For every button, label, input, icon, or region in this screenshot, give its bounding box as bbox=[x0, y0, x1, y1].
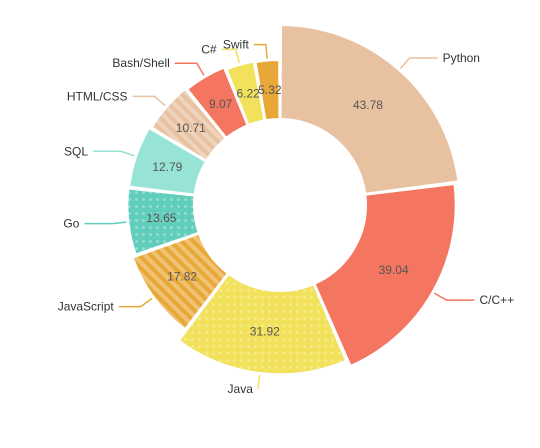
slices-layer bbox=[126, 23, 460, 376]
value-label-swift: 5.32 bbox=[258, 83, 282, 97]
leader-line-javascript bbox=[118, 297, 153, 308]
labels-layer: 43.78 Python 39.04 C/C++ 31.92 Java 17.82 JavaS… bbox=[58, 38, 514, 396]
leader-line-bash-shell bbox=[174, 62, 205, 76]
leader-line-swift bbox=[253, 43, 268, 59]
category-label-c: C# bbox=[201, 42, 217, 56]
category-label-sql: SQL bbox=[64, 144, 88, 158]
value-label-bash-shell: 9.07 bbox=[209, 97, 233, 111]
value-label-python: 43.78 bbox=[353, 98, 383, 112]
leader-line-c bbox=[221, 48, 241, 64]
value-label-javascript: 17.82 bbox=[167, 269, 197, 283]
leader-line-python bbox=[399, 57, 438, 69]
category-label-html-css: HTML/CSS bbox=[67, 89, 128, 103]
category-label-bash-shell: Bash/Shell bbox=[112, 56, 169, 70]
leader-line-go bbox=[84, 221, 127, 225]
category-label-go: Go bbox=[63, 217, 79, 231]
leader-line-html-css bbox=[132, 95, 166, 107]
category-label-javascript: JavaScript bbox=[58, 300, 115, 314]
value-label-java: 31.92 bbox=[250, 325, 280, 339]
slice-sql[interactable] bbox=[128, 126, 208, 196]
leader-line-sql bbox=[93, 150, 135, 157]
value-label-go: 13.65 bbox=[146, 211, 176, 225]
category-label-java: Java bbox=[228, 382, 254, 396]
slice-bash-shell[interactable] bbox=[185, 66, 249, 140]
category-label-c-c: C/C++ bbox=[479, 293, 514, 307]
slice-c-c[interactable] bbox=[313, 182, 457, 368]
leader-line-c-c bbox=[433, 292, 475, 301]
category-label-swift: Swift bbox=[223, 38, 250, 52]
leader-line-java bbox=[257, 374, 261, 389]
leaders-layer bbox=[84, 43, 475, 389]
value-label-c-c: 39.04 bbox=[379, 263, 409, 277]
slice-python[interactable] bbox=[279, 23, 460, 195]
slice-swift[interactable] bbox=[254, 58, 281, 122]
value-label-c: 6.22 bbox=[236, 87, 260, 101]
value-label-html-css: 10.71 bbox=[176, 121, 206, 135]
value-label-sql: 12.79 bbox=[152, 160, 182, 174]
slice-c[interactable] bbox=[225, 60, 266, 127]
category-label-python: Python bbox=[443, 51, 480, 65]
